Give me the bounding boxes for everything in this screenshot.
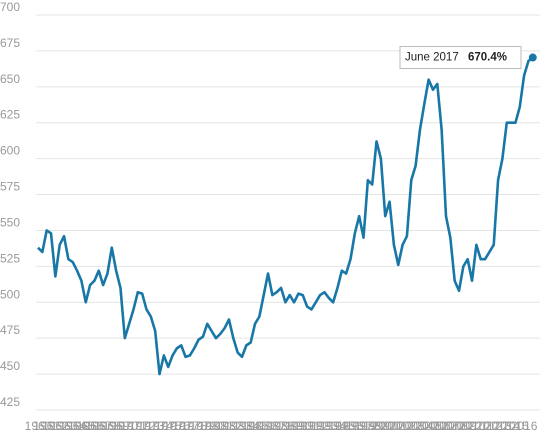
y-tick-label: 600 xyxy=(0,144,20,158)
tooltip: June 2017 670.4% xyxy=(399,46,522,70)
tooltip-date: June 2017 xyxy=(405,52,459,64)
x-tick-label: 1988 xyxy=(268,419,295,433)
x-tick-label: 1970 xyxy=(111,419,138,433)
x-tick-label: 1980 xyxy=(198,419,225,433)
x-tick-label: 1971 xyxy=(120,419,147,433)
x-tick-label: 1978 xyxy=(181,419,208,433)
y-tick-label: 475 xyxy=(0,323,20,337)
y-tick-label: 425 xyxy=(0,395,20,409)
x-tick-label: 1984 xyxy=(233,419,260,433)
x-tick-label: 1973 xyxy=(137,419,164,433)
tooltip-value: 670.4% xyxy=(468,52,507,64)
x-tick-label: 1966 xyxy=(77,419,104,433)
x-tick-label: 1965 xyxy=(68,419,95,433)
x-tick-label: 1997 xyxy=(346,419,373,433)
x-tick-label: 1987 xyxy=(259,419,286,433)
x-tick-label: 1995 xyxy=(328,419,355,433)
x-tick-label: 1960 xyxy=(25,419,52,433)
x-tick-label: 2006 xyxy=(424,419,451,433)
x-tick-label: 2014 xyxy=(493,419,520,433)
x-tick-label: 1963 xyxy=(51,419,78,433)
x-tick-label: 2005 xyxy=(415,419,442,433)
x-tick-label: 1976 xyxy=(164,419,191,433)
point xyxy=(528,53,537,62)
x-tick-label: 2016 xyxy=(511,419,538,433)
x-tick-label: 1972 xyxy=(129,419,156,433)
y-tick-label: 450 xyxy=(0,359,20,373)
x-tick-label: 1985 xyxy=(242,419,269,433)
x-tick-label: 1975 xyxy=(155,419,182,433)
x-tick-label: 2008 xyxy=(441,419,468,433)
x-tick-label: 1967 xyxy=(85,419,112,433)
x-tick-label: 1989 xyxy=(276,419,303,433)
tooltip-box xyxy=(399,46,522,70)
x-tick-label: 1962 xyxy=(42,419,69,433)
x-tick-label: 2000 xyxy=(372,419,399,433)
x-tick-label: 1961 xyxy=(33,419,60,433)
x-tick-label: 1999 xyxy=(363,419,390,433)
x-tick-label: 1964 xyxy=(59,419,86,433)
line xyxy=(37,56,534,376)
x-tick-label: 2004 xyxy=(407,419,434,433)
y-tick-label: 675 xyxy=(0,36,20,50)
x-tick-label: 1974 xyxy=(146,419,173,433)
x-tick-label: 2012 xyxy=(476,419,503,433)
x-tick-label: 1992 xyxy=(302,419,329,433)
x-tick-label: 2013 xyxy=(485,419,512,433)
x-tick-label: 2015 xyxy=(502,419,529,433)
x-tick-label: 1979 xyxy=(190,419,217,433)
x-tick-label: 2002 xyxy=(389,419,416,433)
x-tick-label: 1986 xyxy=(250,419,277,433)
x-tick-label: 1982 xyxy=(216,419,243,433)
x-tick-label: 1994 xyxy=(320,419,347,433)
y-tick-label: 575 xyxy=(0,180,20,194)
x-tick-label: 1990 xyxy=(285,419,312,433)
x-tick-label: 1983 xyxy=(224,419,251,433)
y-tick-label: 650 xyxy=(0,72,20,86)
x-tick-label: 1968 xyxy=(94,419,121,433)
x-tick-label: 1977 xyxy=(172,419,199,433)
x-tick-label: 2003 xyxy=(398,419,425,433)
x-tick-label: 2011 xyxy=(468,419,494,433)
x-tick-label: 2007 xyxy=(433,419,460,433)
x-tick-label: 1996 xyxy=(337,419,364,433)
x-tick-label: 2009 xyxy=(450,419,477,433)
x-tick-label: 1991 xyxy=(294,419,321,433)
x-tick-label: 1993 xyxy=(311,419,338,433)
y-tick-label: 500 xyxy=(0,287,20,301)
y-tick-label: 700 xyxy=(0,0,20,14)
x-tick-label: 1969 xyxy=(103,419,130,433)
x-tick-label: 1981 xyxy=(207,419,234,433)
y-tick-label: 625 xyxy=(0,108,20,122)
y-tick-label: 525 xyxy=(0,251,20,265)
x-tick-label: 2010 xyxy=(459,419,486,433)
y-tick-label: 550 xyxy=(0,215,20,229)
x-tick-label: 1998 xyxy=(355,419,382,433)
x-tick-label: 2001 xyxy=(381,419,408,433)
